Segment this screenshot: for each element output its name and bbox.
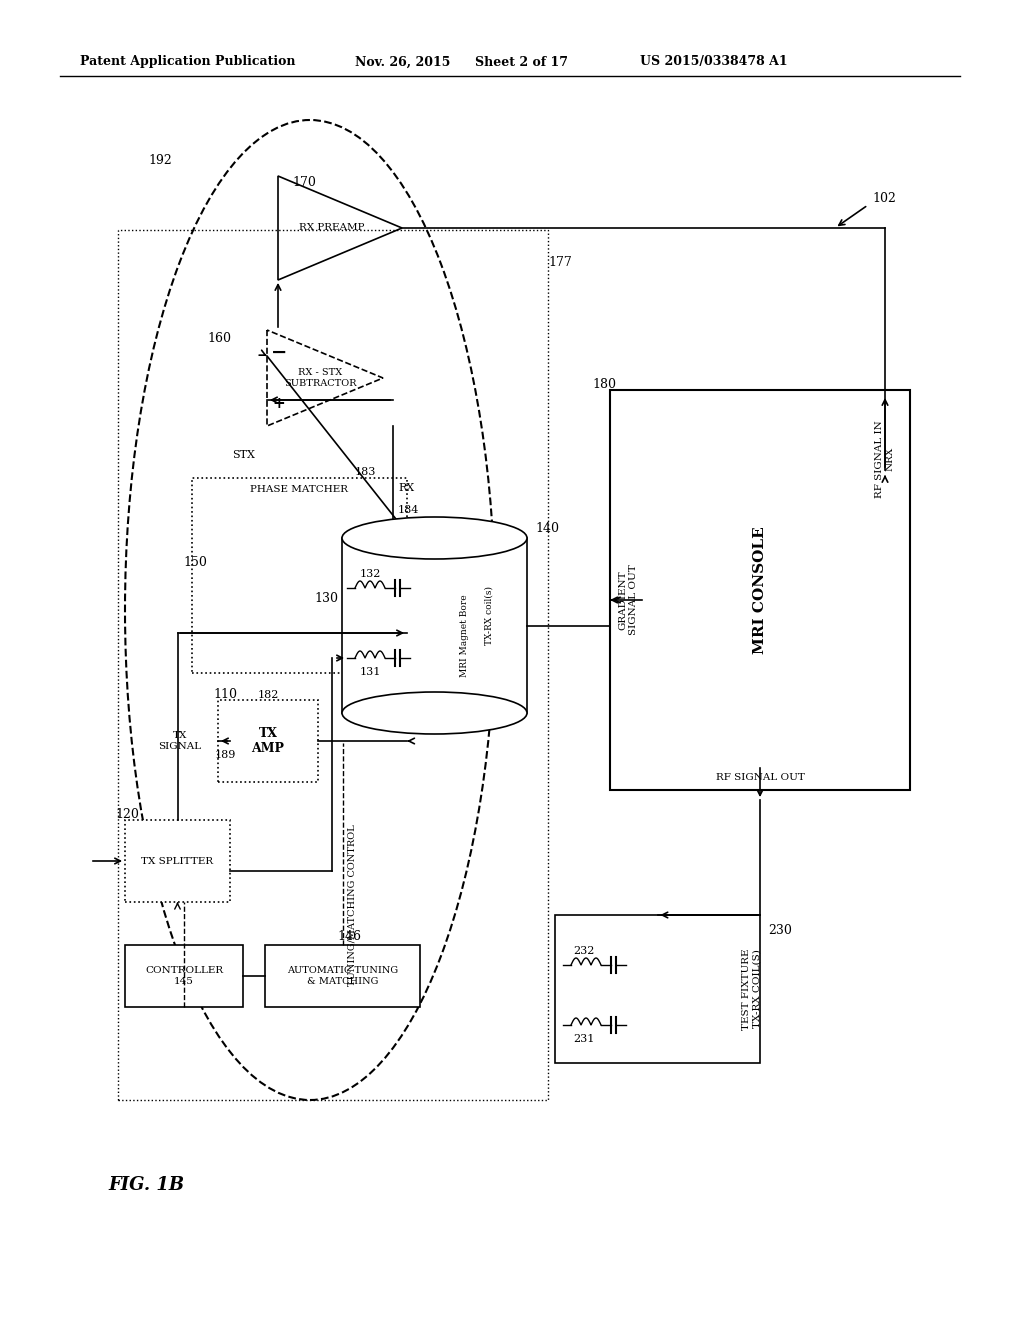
Text: 231: 231 bbox=[573, 1034, 594, 1044]
Text: CONTROLLER
145: CONTROLLER 145 bbox=[145, 966, 223, 986]
Text: AUTOMATIC TUNING
& MATCHING: AUTOMATIC TUNING & MATCHING bbox=[287, 966, 398, 986]
Text: 120: 120 bbox=[115, 808, 139, 821]
Text: 189: 189 bbox=[215, 750, 237, 760]
Text: 170: 170 bbox=[292, 176, 315, 189]
Text: TX SPLITTER: TX SPLITTER bbox=[141, 857, 214, 866]
Text: GRADIENT
SIGNAL OUT: GRADIENT SIGNAL OUT bbox=[618, 565, 638, 635]
Bar bbox=[118, 230, 548, 1100]
Text: 177: 177 bbox=[548, 256, 571, 268]
Text: TX
AMP: TX AMP bbox=[252, 727, 285, 755]
Text: 182: 182 bbox=[258, 690, 280, 700]
Text: TX
SIGNAL: TX SIGNAL bbox=[159, 731, 202, 751]
Text: 232: 232 bbox=[573, 946, 594, 956]
Text: 131: 131 bbox=[360, 667, 381, 677]
Text: 140: 140 bbox=[535, 521, 559, 535]
Text: TUNING/MATCHING CONTROL: TUNING/MATCHING CONTROL bbox=[347, 824, 356, 986]
Text: −: − bbox=[270, 342, 287, 362]
Text: 160: 160 bbox=[207, 331, 231, 345]
Text: MRI Magnet Bore: MRI Magnet Bore bbox=[460, 594, 469, 677]
Text: 132: 132 bbox=[360, 569, 381, 579]
Text: 130: 130 bbox=[314, 591, 338, 605]
Polygon shape bbox=[278, 176, 402, 280]
Text: US 2015/0338478 A1: US 2015/0338478 A1 bbox=[640, 55, 787, 69]
Text: 184: 184 bbox=[398, 506, 420, 515]
Bar bbox=[125, 820, 230, 902]
Text: TX-RX coil(s): TX-RX coil(s) bbox=[485, 586, 494, 645]
Bar bbox=[218, 700, 318, 781]
Text: 102: 102 bbox=[872, 191, 896, 205]
Bar bbox=[342, 539, 527, 713]
Text: RF SIGNAL IN
NRX: RF SIGNAL IN NRX bbox=[876, 420, 895, 498]
Text: RX - STX
SUBTRACTOR: RX - STX SUBTRACTOR bbox=[284, 368, 356, 388]
Ellipse shape bbox=[342, 692, 527, 734]
Text: MRI CONSOLE: MRI CONSOLE bbox=[753, 527, 767, 653]
Text: 110: 110 bbox=[213, 689, 237, 701]
Text: FIG. 1B: FIG. 1B bbox=[108, 1176, 184, 1195]
Text: Patent Application Publication: Patent Application Publication bbox=[80, 55, 296, 69]
Ellipse shape bbox=[342, 517, 527, 558]
Polygon shape bbox=[267, 330, 383, 426]
Text: RX: RX bbox=[398, 483, 414, 492]
Text: 150: 150 bbox=[183, 557, 207, 569]
Text: 183: 183 bbox=[355, 467, 377, 477]
Bar bbox=[610, 389, 910, 789]
Bar bbox=[193, 478, 407, 673]
Text: Sheet 2 of 17: Sheet 2 of 17 bbox=[475, 55, 568, 69]
Text: RF SIGNAL OUT: RF SIGNAL OUT bbox=[716, 774, 805, 783]
Text: STX: STX bbox=[232, 450, 255, 459]
Text: TEST FIXTURE
TX-RX COIL(S): TEST FIXTURE TX-RX COIL(S) bbox=[742, 948, 762, 1030]
Text: 180: 180 bbox=[592, 379, 616, 392]
Text: RX PREAMP: RX PREAMP bbox=[299, 223, 365, 232]
Bar bbox=[125, 945, 243, 1007]
Text: +: + bbox=[272, 396, 286, 412]
Text: Nov. 26, 2015: Nov. 26, 2015 bbox=[355, 55, 451, 69]
Text: 192: 192 bbox=[148, 153, 172, 166]
Bar bbox=[555, 915, 760, 1063]
Text: PHASE MATCHER: PHASE MATCHER bbox=[251, 486, 348, 495]
Text: 146: 146 bbox=[338, 931, 361, 944]
Text: 230: 230 bbox=[768, 924, 792, 936]
Bar bbox=[265, 945, 420, 1007]
